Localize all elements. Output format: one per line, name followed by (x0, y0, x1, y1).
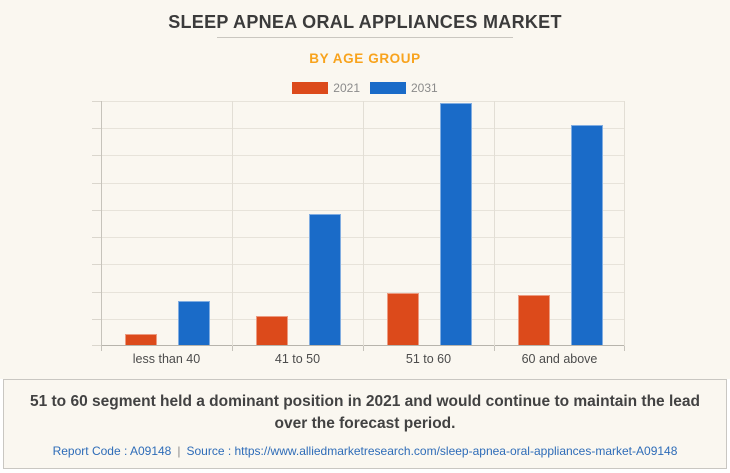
y-axis-tick (92, 155, 101, 157)
bar-2021-less-than-40[interactable] (125, 334, 157, 345)
bar-2031-41-to-50[interactable] (309, 214, 341, 345)
x-axis-label-51-to-60: 51 to 60 (405, 352, 452, 366)
legend-item-2021[interactable]: 2021 (292, 81, 360, 95)
bar-2021-51-to-60[interactable] (387, 293, 419, 345)
x-axis-tick (494, 346, 495, 351)
x-axis-tick (624, 346, 625, 351)
bar-2031-60-and-above[interactable] (571, 124, 603, 345)
legend-item-2031[interactable]: 2031 (370, 81, 438, 95)
y-axis-tick (92, 101, 101, 102)
vertical-gridline (624, 101, 625, 346)
summary-text-line-2: over the forecast period. (274, 414, 456, 432)
x-axis-label-less-than-40: less than 40 (132, 352, 201, 366)
legend-label-2031: 2031 (411, 81, 438, 95)
plot-area: less than 40 41 to 50 51 to 60 60 and above (92, 101, 625, 366)
vertical-gridline (363, 101, 364, 346)
y-axis-tick (92, 291, 101, 293)
vertical-gridline (232, 101, 233, 346)
summary-text-line-1: 51 to 60 segment held a dominant positio… (29, 392, 701, 410)
y-axis-tick (92, 128, 101, 130)
report-code: Report Code : A09148 (52, 443, 172, 458)
title-divider (217, 37, 513, 38)
legend-label-2021: 2021 (333, 81, 360, 95)
y-axis-tick (92, 209, 101, 211)
legend-swatch-2021 (292, 82, 329, 94)
footer-section: 51 to 60 segment held a dominant positio… (0, 379, 730, 473)
summary-box: 51 to 60 segment held a dominant positio… (3, 379, 727, 469)
x-axis-label-41-to-50: 41 to 50 (274, 352, 321, 366)
bar-2021-41-to-50[interactable] (256, 316, 288, 345)
x-axis-tick (363, 346, 364, 351)
y-axis-tick (92, 345, 101, 346)
x-axis-tick (101, 346, 102, 351)
y-axis-line (101, 101, 102, 346)
chart-subtitle: BY AGE GROUP (309, 51, 421, 66)
source-link[interactable]: Source : https://www.alliedmarketresearc… (186, 443, 678, 458)
y-axis-tick (92, 182, 101, 184)
y-axis-tick (92, 264, 101, 266)
chart-legend: 2021 2031 (0, 81, 730, 95)
y-axis-tick (92, 318, 101, 320)
x-axis-label-60-and-above: 60 and above (521, 352, 598, 366)
separator: | (177, 443, 181, 458)
y-axis-tick (92, 237, 101, 239)
report-line: Report Code : A09148 | Source : https://ww… (53, 444, 678, 458)
bar-2031-51-to-60[interactable] (440, 102, 472, 345)
bar-2031-less-than-40[interactable] (178, 301, 210, 345)
bar-2021-60-and-above[interactable] (518, 294, 550, 345)
legend-swatch-2031 (370, 82, 406, 94)
x-axis-tick (232, 346, 233, 351)
vertical-gridline (494, 101, 495, 346)
chart-section: SLEEP APNEA ORAL APPLIANCES MARKET BY AG… (0, 0, 730, 379)
chart-title: SLEEP APNEA ORAL APPLIANCES MARKET (168, 12, 562, 32)
